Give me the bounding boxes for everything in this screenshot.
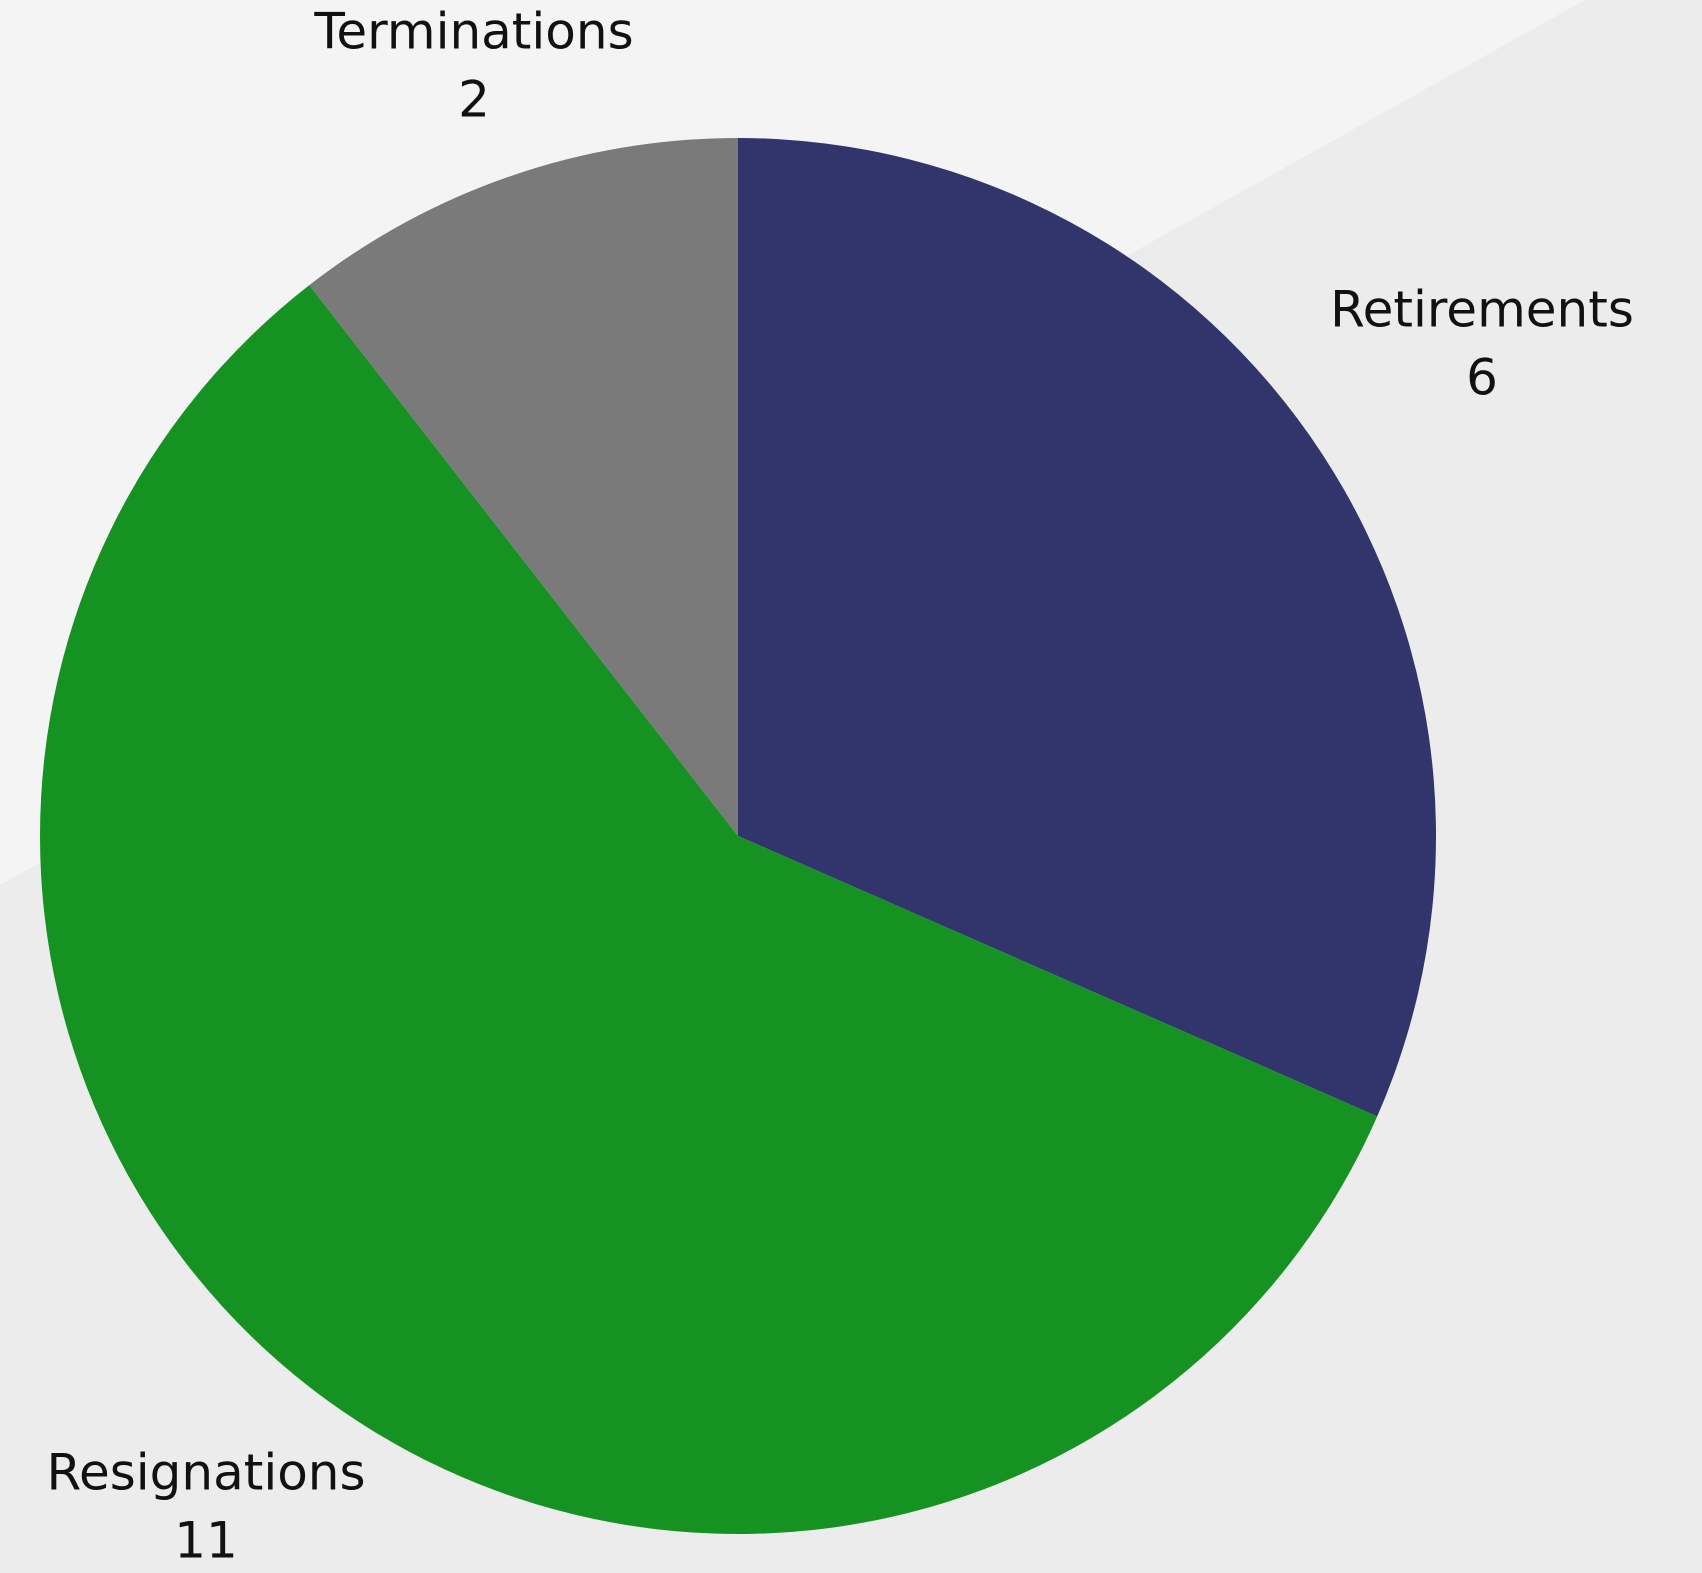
slice-value: 6 xyxy=(1466,349,1498,407)
pie-slice xyxy=(738,138,1437,1117)
slice-value: 2 xyxy=(458,71,490,129)
slice-label: Retirements xyxy=(1330,281,1634,339)
slice-value: 11 xyxy=(174,1512,238,1570)
pie-slice xyxy=(309,138,738,836)
pie-slice xyxy=(40,285,1378,1534)
slice-label: Resignations xyxy=(46,1444,365,1502)
slice-label: Terminations xyxy=(313,3,633,61)
